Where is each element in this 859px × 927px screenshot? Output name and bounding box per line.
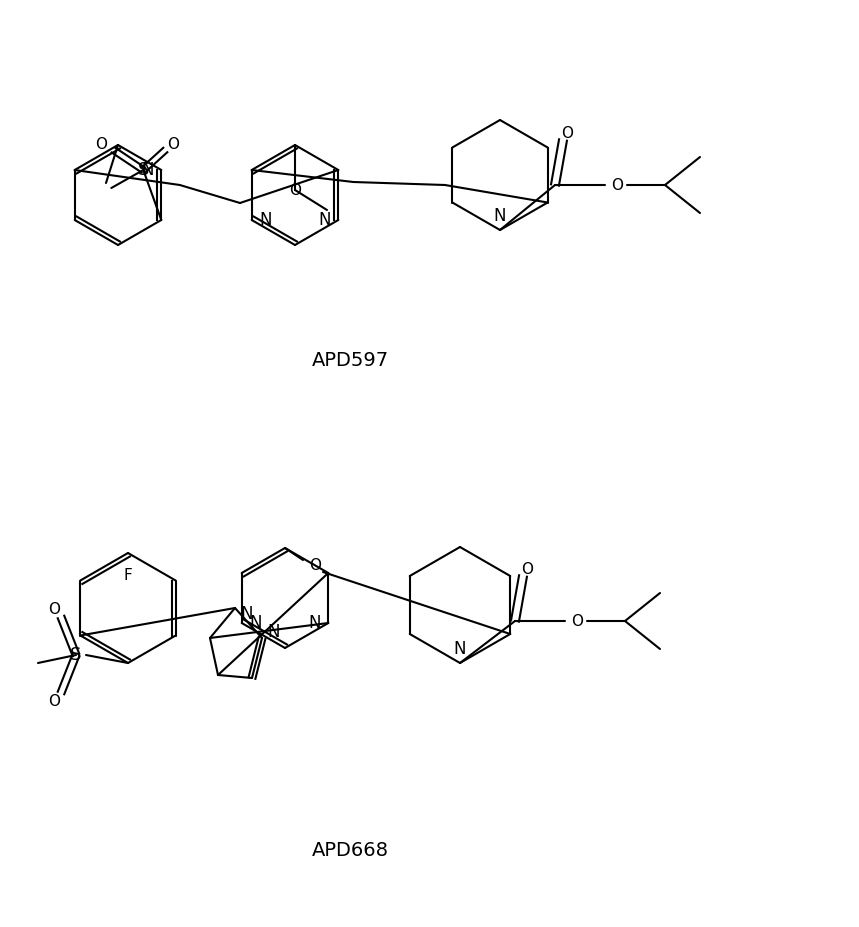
Text: N: N	[268, 623, 280, 641]
Text: O: O	[611, 177, 623, 193]
Text: N: N	[249, 614, 262, 632]
Text: N: N	[494, 207, 506, 225]
Text: N: N	[259, 211, 272, 229]
Text: O: O	[309, 558, 321, 574]
Text: APD597: APD597	[312, 350, 388, 370]
Text: O: O	[561, 125, 573, 141]
Text: F: F	[124, 567, 132, 582]
Text: APD668: APD668	[312, 841, 388, 859]
Text: O: O	[48, 602, 60, 616]
Text: O: O	[521, 562, 533, 577]
Text: O: O	[168, 136, 180, 151]
Text: N: N	[454, 640, 466, 658]
Text: N: N	[241, 605, 253, 623]
Text: S: S	[70, 646, 82, 664]
Text: N: N	[308, 614, 320, 632]
Text: S: S	[137, 161, 149, 179]
Text: O: O	[48, 693, 60, 708]
Text: O: O	[95, 136, 107, 151]
Text: O: O	[571, 614, 583, 629]
Text: N: N	[318, 211, 331, 229]
Text: O: O	[289, 183, 301, 197]
Text: N: N	[141, 161, 154, 179]
